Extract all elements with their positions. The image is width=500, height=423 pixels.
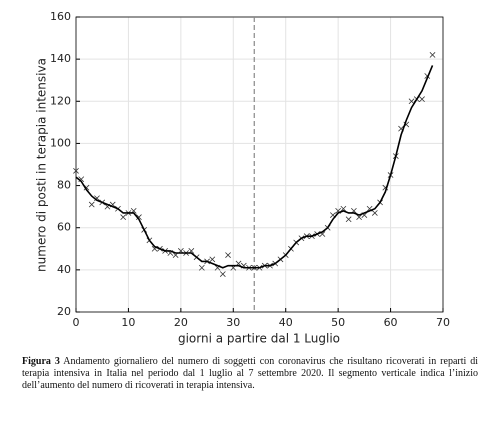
data-point bbox=[408, 98, 415, 105]
data-point bbox=[198, 264, 205, 271]
data-point bbox=[136, 214, 142, 221]
data-point bbox=[73, 167, 79, 174]
x-tick-label: 50 bbox=[331, 316, 345, 329]
data-point bbox=[209, 256, 216, 263]
y-tick-label: 60 bbox=[57, 221, 71, 234]
x-tick-label: 10 bbox=[121, 316, 135, 329]
x-tick-label: 70 bbox=[436, 316, 450, 329]
x-tick-label: 60 bbox=[384, 316, 398, 329]
caption-label: Figura 3 bbox=[22, 356, 60, 367]
y-tick-label: 80 bbox=[57, 179, 71, 192]
plot-frame bbox=[75, 16, 444, 313]
caption-text: Andamento giornaliero del numero di sogg… bbox=[22, 356, 479, 391]
data-point bbox=[120, 214, 127, 221]
data-point bbox=[345, 216, 352, 223]
data-point bbox=[225, 252, 231, 258]
data-point bbox=[340, 205, 347, 212]
y-tick-label: 40 bbox=[57, 263, 71, 276]
y-tick-label: 100 bbox=[50, 136, 71, 149]
data-point bbox=[419, 96, 425, 103]
x-tick-label: 30 bbox=[226, 316, 240, 329]
y-tick-label: 140 bbox=[50, 52, 71, 65]
data-point bbox=[88, 201, 95, 208]
x-axis-label: giorni a partire dal 1 Luglio bbox=[178, 332, 340, 346]
data-point bbox=[371, 210, 378, 216]
y-tick-label: 20 bbox=[57, 305, 71, 318]
y-tick-label: 160 bbox=[50, 10, 71, 23]
caption: Figura 3 Andamento giornaliero del numer… bbox=[22, 356, 478, 392]
y-axis-label: numero di posti in terapia intensiva bbox=[35, 58, 49, 272]
x-tick-label: 0 bbox=[73, 316, 80, 329]
data-point bbox=[429, 52, 436, 58]
chart: giorni a partire dal 1 Luglio numero di … bbox=[35, 10, 451, 346]
smoothed-line bbox=[75, 65, 434, 269]
y-tick-label: 120 bbox=[50, 94, 71, 107]
x-tick-label: 20 bbox=[174, 316, 188, 329]
data-point bbox=[356, 214, 362, 221]
data-point bbox=[219, 271, 226, 277]
x-tick-label: 40 bbox=[279, 316, 293, 329]
